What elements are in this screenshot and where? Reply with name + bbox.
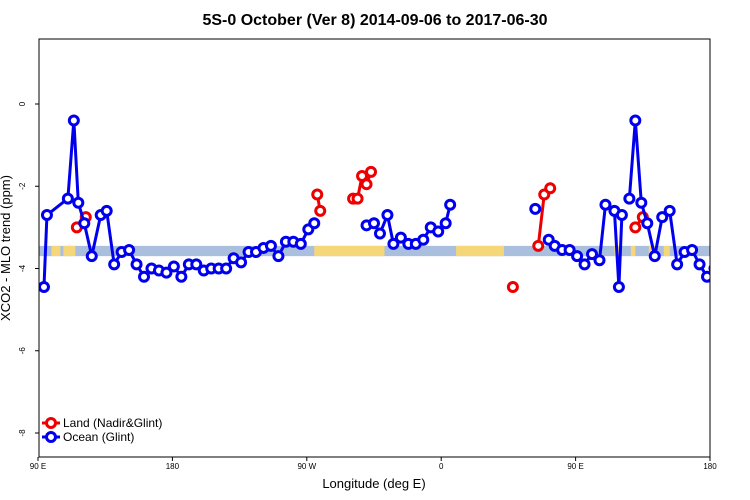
ocean-data-point (190, 258, 203, 271)
land-data-point (360, 178, 373, 191)
ocean-data-point (100, 204, 113, 217)
x-tick-label: 90 E (30, 462, 46, 471)
ocean-data-point (571, 250, 584, 263)
legend: Land (Nadir&Glint) Ocean (Glint) (42, 416, 162, 444)
ocean-data-point (593, 254, 606, 267)
legend-land-marker (45, 417, 57, 429)
ocean-data-point (432, 225, 445, 238)
ocean-data-point (615, 209, 628, 222)
ocean-data-point (294, 237, 307, 250)
land-data-point (532, 239, 545, 252)
x-tick-label: 180 (703, 462, 717, 471)
ocean-series-line (42, 118, 316, 288)
plot-frame (38, 38, 711, 458)
land-data-point (365, 165, 378, 178)
ocean-data-point (123, 243, 136, 256)
land-data-point (629, 221, 642, 234)
land-band-segment (456, 245, 504, 257)
ocean-data-point (85, 250, 98, 263)
x-tick-label: 180 (166, 462, 180, 471)
x-tick-label: 90 E (567, 462, 583, 471)
ocean-data-point (220, 262, 233, 275)
y-tick-label: 0 (18, 101, 27, 106)
ocean-data-point (78, 217, 91, 230)
x-tick-label: 90 W (297, 462, 316, 471)
land-band-segment (630, 245, 636, 257)
ocean-data-point (108, 258, 121, 271)
land-data-point (544, 182, 557, 195)
ocean-data-point (529, 202, 542, 215)
series-ocean (39, 114, 734, 294)
ocean-data-point (235, 256, 248, 269)
ocean-data-point (648, 250, 661, 263)
ocean-data-point (138, 270, 151, 283)
land-data-point (351, 192, 364, 205)
land-sea-band (39, 245, 710, 257)
ocean-data-point (308, 217, 321, 230)
x-axis-label: Longitude (deg E) (322, 476, 425, 491)
ocean-data-point (381, 209, 394, 222)
y-tick-label: -8 (18, 429, 27, 437)
ocean-data-point (61, 192, 74, 205)
legend-ocean-marker (45, 431, 57, 443)
ocean-data-point (586, 248, 599, 261)
y-axis-label: XCO2 - MLO trend (ppm) (0, 175, 13, 321)
ocean-data-point (417, 233, 430, 246)
land-data-point (314, 204, 327, 217)
ocean-data-point (701, 270, 710, 283)
ocean-data-point (629, 114, 642, 127)
land-band-segment (314, 245, 385, 257)
ocean-data-point (612, 281, 625, 294)
ocean-data-point (373, 227, 386, 240)
y-tick-label: -2 (18, 182, 27, 190)
ocean-data-point (175, 270, 188, 283)
ocean-data-point (40, 209, 53, 222)
ocean-data-point (39, 281, 50, 294)
ocean-data-point (387, 237, 400, 250)
ocean-data-point (693, 258, 706, 271)
land-band-segment (63, 245, 76, 257)
ocean-data-point (671, 258, 684, 271)
land-band-segment (51, 245, 61, 257)
ocean-data-point (725, 268, 734, 277)
ocean-data-point (72, 196, 85, 209)
ocean-data-point (578, 258, 591, 271)
ocean-data-point (264, 239, 277, 252)
ocean-data-point (167, 260, 180, 273)
land-band-segment (663, 245, 670, 257)
y-tick-label: -4 (18, 264, 27, 272)
ocean-data-point (663, 204, 676, 217)
ocean-data-point (368, 217, 380, 230)
legend-land-label: Land (Nadir&Glint) (63, 416, 162, 430)
series-layer (39, 114, 734, 294)
ocean-data-point (599, 198, 612, 211)
land-data-point (311, 188, 324, 201)
ocean-data-point (708, 264, 710, 273)
x-tick-label: 0 (439, 462, 444, 471)
ocean-data-point (67, 114, 80, 127)
axis-ticks: 90 E 180 90 W 0 90 E 180 0 -2 -4 -6 -8 (18, 101, 717, 471)
ocean-data-point (444, 198, 457, 211)
ocean-data-point (394, 231, 407, 244)
ocean-data-point (635, 196, 648, 209)
ocean-data-point (641, 217, 654, 230)
ocean-data-point (160, 266, 173, 279)
ocean-data-point (656, 211, 669, 224)
chart-title: 5S-0 October (Ver 8) 2014-09-06 to 2017-… (202, 12, 547, 29)
ocean-data-point (623, 192, 636, 205)
land-data-point (506, 281, 519, 294)
ocean-data-point (272, 250, 285, 263)
ocean-data-point (686, 243, 699, 256)
ocean-data-point (563, 243, 576, 256)
ocean-data-point (439, 217, 452, 230)
y-tick-label: -6 (18, 347, 27, 355)
ocean-data-point (130, 258, 143, 271)
ocean-data-point (717, 266, 726, 275)
legend-ocean-label: Ocean (Glint) (63, 430, 134, 444)
